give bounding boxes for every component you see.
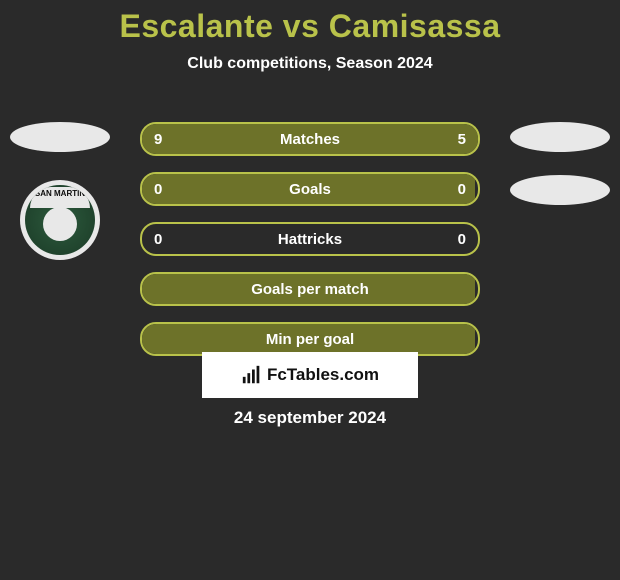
stat-label: Matches xyxy=(142,124,478,154)
stat-label: Hattricks xyxy=(142,224,478,254)
stat-label: Min per goal xyxy=(142,324,478,354)
team-badge-left: SAN MARTIN xyxy=(20,180,100,260)
team-badge-left-text: SAN MARTIN xyxy=(30,187,90,208)
comparison-card: Escalante vs Camisassa Club competitions… xyxy=(0,0,620,580)
stat-row: Min per goal xyxy=(140,322,480,356)
team-badge-right xyxy=(510,175,610,205)
team-badge-left-inner: SAN MARTIN xyxy=(25,185,95,255)
page-title: Escalante vs Camisassa xyxy=(0,0,620,45)
page-subtitle: Club competitions, Season 2024 xyxy=(0,55,620,73)
player-avatar-right xyxy=(510,122,610,152)
stat-row: Goals per match xyxy=(140,272,480,306)
attribution-box: FcTables.com xyxy=(202,352,418,398)
team-badge-left-ball xyxy=(43,207,77,241)
bar-chart-icon xyxy=(241,364,263,386)
stat-label: Goals xyxy=(142,174,478,204)
stat-row: 95Matches xyxy=(140,122,480,156)
stat-row: 00Hattricks xyxy=(140,222,480,256)
player-avatar-left xyxy=(10,122,110,152)
stat-row: 00Goals xyxy=(140,172,480,206)
date-label: 24 september 2024 xyxy=(0,408,620,428)
attribution-text: FcTables.com xyxy=(267,365,379,385)
stat-rows: 95Matches 00Goals 00Hattricks Goals per mat… xyxy=(140,122,480,372)
stat-label: Goals per match xyxy=(142,274,478,304)
